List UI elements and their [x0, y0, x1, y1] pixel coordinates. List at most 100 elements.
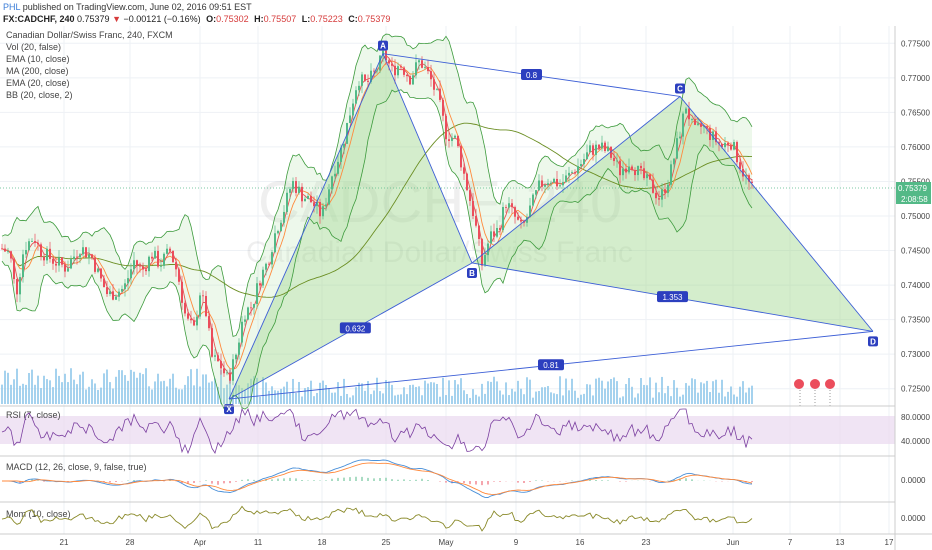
- candle-body: [559, 185, 561, 187]
- legend-item[interactable]: Vol (20, false): [6, 42, 61, 52]
- candle-body: [535, 190, 537, 195]
- candle-body: [715, 131, 717, 143]
- macd-pane[interactable]: MACD (12, 26, close, 9, false, true) 0.0…: [0, 455, 926, 498]
- volume-bar: [265, 382, 267, 404]
- volume-bar: [676, 387, 678, 404]
- volume-bar: [661, 376, 663, 404]
- volume-bar: [511, 388, 513, 404]
- price-tick: 0.77000: [901, 74, 930, 83]
- legend-item[interactable]: EMA (20, close): [6, 78, 70, 88]
- candle-body: [100, 268, 102, 279]
- candle-body: [229, 372, 231, 381]
- volume-bar: [508, 395, 510, 404]
- price-tick: 0.73000: [901, 350, 930, 359]
- ratio-label: 1.353: [662, 293, 683, 302]
- pattern-leg-ab[interactable]: [382, 53, 473, 264]
- macd-label: MACD (12, 26, close, 9, false, true): [6, 462, 147, 472]
- volume-bar: [706, 380, 708, 404]
- candle-body: [394, 65, 396, 76]
- candle-body: [664, 189, 666, 193]
- candle-body: [253, 303, 255, 308]
- rsi-pane[interactable]: RSI (7, close) 80.0000 40.0000: [0, 405, 930, 455]
- event-flag-icon[interactable]: [810, 379, 820, 389]
- legend-item[interactable]: BB (20, close, 2): [6, 90, 73, 100]
- candle-body: [1, 248, 3, 250]
- volume-bar: [712, 381, 714, 404]
- candle-body: [520, 219, 522, 222]
- volume-bar: [724, 396, 726, 404]
- legend-item[interactable]: MA (200, close): [6, 66, 69, 76]
- price-axis[interactable]: 0.77500 0.77000 0.76500 0.76000 0.75500 0.750…: [901, 39, 930, 393]
- volume-bar: [88, 386, 90, 404]
- volume-bar: [319, 382, 321, 404]
- pattern-leg-xa[interactable]: [228, 53, 384, 400]
- volume-bar: [631, 386, 633, 404]
- time-axis[interactable]: 21 28 Apr 11 18 25 May 9 16 23 Jun 7 13 17: [60, 538, 894, 547]
- rsi-line: [1, 407, 753, 455]
- candle-body: [103, 278, 105, 288]
- candle-body: [349, 115, 351, 123]
- candle-body: [124, 283, 126, 289]
- volume-bar: [190, 369, 192, 404]
- volume-bar: [568, 390, 570, 404]
- volume-bar: [673, 380, 675, 404]
- watermark-name: Canadian Dollar/Swiss Franc: [246, 236, 633, 269]
- candle-body: [658, 198, 660, 200]
- volume-bar: [634, 397, 636, 404]
- candle-body: [217, 355, 219, 362]
- candle-body: [751, 181, 753, 183]
- candle-body: [646, 174, 648, 179]
- volume-bar: [433, 382, 435, 404]
- candle-body: [334, 173, 336, 177]
- volume-bar: [439, 396, 441, 404]
- candle-body: [667, 184, 669, 193]
- candle-body: [301, 186, 303, 202]
- momentum-pane[interactable]: Mom (10, close) 0.0000: [0, 501, 926, 532]
- candle-body: [343, 143, 345, 148]
- volume-bar: [445, 395, 447, 404]
- price-chart[interactable]: CADCHF, 240 Canadian Dollar/Swiss Franc …: [0, 26, 932, 550]
- volume-bar: [625, 384, 627, 404]
- volume-bar: [469, 397, 471, 404]
- pattern-point-box: [675, 83, 685, 94]
- volume-bar: [643, 384, 645, 404]
- candle-body: [676, 138, 678, 159]
- candle-body: [367, 80, 369, 82]
- volume-bar: [304, 388, 306, 404]
- event-flag-icon[interactable]: [794, 379, 804, 389]
- pattern-point-label: A: [380, 42, 386, 51]
- event-markers[interactable]: [794, 379, 835, 408]
- volume-bar: [241, 387, 243, 404]
- volume-bar: [91, 379, 93, 404]
- ma200-line: [1, 122, 753, 298]
- low-label: L:: [301, 14, 311, 24]
- volume-bar: [34, 384, 36, 404]
- volume-bar: [166, 386, 168, 404]
- volume-bar: [586, 384, 588, 404]
- time-tick: 17: [885, 538, 894, 547]
- volume-bar: [160, 381, 162, 404]
- volume-bar: [217, 386, 219, 404]
- pattern-leg-cd[interactable]: [679, 96, 874, 332]
- candle-body: [547, 183, 549, 185]
- candle-body: [85, 247, 87, 258]
- candle-body: [247, 307, 249, 320]
- volume-bar: [388, 381, 390, 404]
- legend-item[interactable]: EMA (10, close): [6, 54, 70, 64]
- volume-bar: [454, 380, 456, 404]
- candle-body: [604, 142, 606, 151]
- candle-body: [226, 372, 228, 374]
- candle-body: [583, 159, 585, 165]
- candle-body: [241, 321, 243, 343]
- harmonic-pattern-lines[interactable]: [228, 53, 874, 400]
- volume-bar: [85, 389, 87, 404]
- candle-body: [121, 288, 123, 292]
- candle-body: [523, 221, 525, 223]
- candle-body: [373, 70, 375, 72]
- pattern-leg-bc[interactable]: [471, 96, 681, 264]
- publisher-name[interactable]: PHL: [3, 2, 21, 12]
- volume-bar: [553, 393, 555, 404]
- event-flag-icon[interactable]: [825, 379, 835, 389]
- candle-body: [133, 260, 135, 270]
- candlesticks: [1, 42, 753, 386]
